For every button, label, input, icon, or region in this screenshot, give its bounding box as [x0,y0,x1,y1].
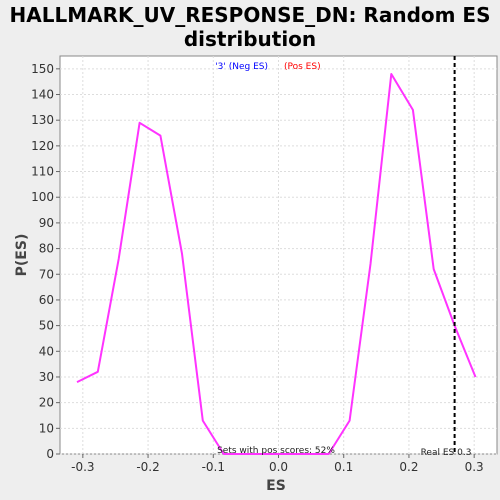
x-tick-label: 0.3 [465,460,484,474]
y-tick-label: 90 [39,216,54,230]
series-group [76,73,477,455]
y-tick-label: 10 [39,421,54,435]
pos-scores-annotation: Sets with pos scores: 52% [217,446,335,456]
x-tick-label: -0.3 [71,460,94,474]
y-tick-label: 70 [39,267,54,281]
x-tick-label: 0.0 [269,460,288,474]
y-tick-label: 80 [39,242,54,256]
y-tick-label: 30 [39,370,54,384]
y-tick-label: 20 [39,396,54,410]
plot-area [59,55,498,455]
real-es-label: Real ES 0.3 [421,448,472,458]
x-axis-label: ES [266,478,286,494]
y-tick-label: 140 [31,88,54,102]
y-tick-label: 40 [39,344,54,358]
y-tick-label: 130 [31,113,54,127]
y-tick-label: 60 [39,293,54,307]
x-tick-label: 0.1 [334,460,353,474]
y-tick-label: 50 [39,319,54,333]
x-tick-label: 0.2 [399,460,418,474]
grid [60,56,497,455]
y-tick-label: 110 [31,165,54,179]
chart-title-line2: distribution [184,27,316,51]
legend-pos-label: (Pos ES) [284,62,321,72]
x-tick-label: -0.2 [136,460,159,474]
axis-ticks: 0 10 20 30 40 50 60 70 80 90 100 110 120 130 140 150 -0.… [31,62,484,474]
y-axis-label: P(ES) [14,234,30,277]
legend-neg-label: '3' (Neg ES) [215,62,268,72]
y-tick-label: 0 [46,447,54,461]
y-tick-label: 100 [31,190,54,204]
chart-title-line1: HALLMARK_UV_RESPONSE_DN: Random ES [10,3,491,27]
series-line [76,73,477,455]
x-tick-label: -0.1 [202,460,225,474]
y-tick-label: 120 [31,139,54,153]
y-tick-label: 150 [31,62,54,76]
